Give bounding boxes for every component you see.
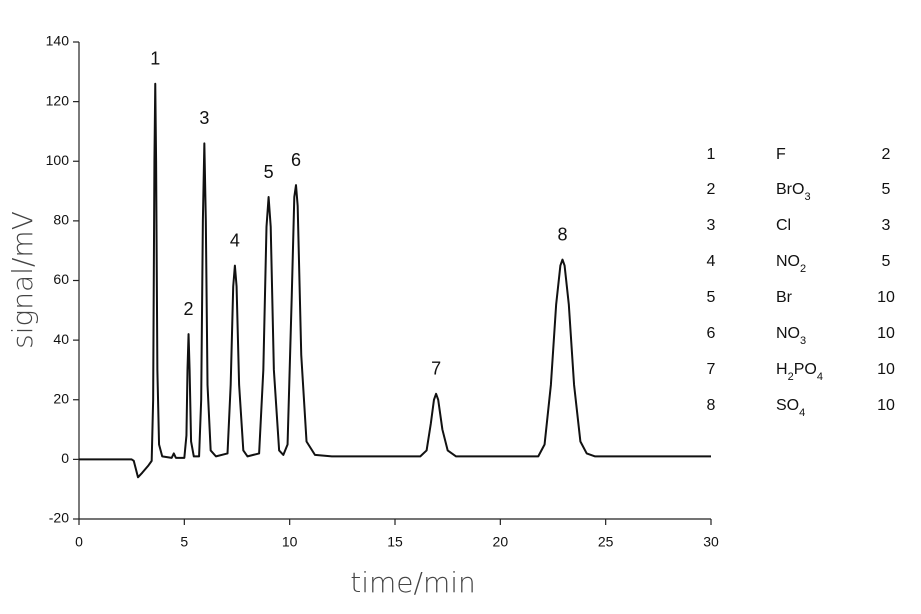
legend-number: 3	[707, 217, 716, 234]
trace	[79, 82, 711, 479]
x-tick-label: 30	[703, 534, 719, 550]
ion-subscript: 3	[804, 191, 810, 203]
y-tick-label: 0	[61, 450, 69, 466]
legend-concentration: 10	[877, 289, 895, 306]
x-axis-title: time/min	[350, 566, 476, 599]
legend-ion: Br	[776, 289, 793, 306]
x-tick-label: 15	[387, 534, 403, 550]
legend-ion: BrO3	[776, 181, 811, 203]
x-tick-label: 20	[493, 534, 509, 550]
ion-subscript: 3	[800, 335, 806, 347]
legend-concentration: 5	[882, 253, 891, 270]
y-tick-label: 100	[46, 152, 70, 168]
legend-concentration: 10	[877, 361, 895, 378]
x-tick-label: 5	[180, 534, 188, 550]
legend-ion: Cl	[776, 217, 791, 234]
legend-concentration: 3	[882, 217, 891, 234]
ion-symbol: Br	[776, 289, 793, 306]
legend-concentration: 10	[877, 325, 895, 342]
legend-number: 4	[707, 253, 716, 270]
y-tick-label: 80	[53, 212, 69, 228]
peak-label: 6	[291, 150, 301, 170]
ion-symbol: H	[776, 361, 788, 378]
y-tick-label: 40	[53, 331, 69, 347]
legend-concentration: 2	[882, 146, 891, 163]
legend-number: 6	[707, 325, 716, 342]
legend-number: 1	[707, 146, 716, 163]
y-tick-label: 60	[53, 271, 69, 287]
peak-label: 7	[431, 359, 441, 379]
ion-subscript: 2	[788, 371, 794, 383]
y-tick-label: -20	[49, 510, 69, 526]
ion-symbol: BrO	[776, 181, 804, 198]
x-tick-label: 10	[282, 534, 298, 550]
ion-symbol: PO	[794, 361, 817, 378]
legend-number: 8	[707, 397, 716, 414]
ion-symbol: NO	[776, 253, 800, 270]
ion-subscript: 2	[800, 263, 806, 275]
peak-label: 5	[264, 162, 274, 182]
legend-number: 2	[707, 181, 716, 198]
ion-subscript: 4	[817, 371, 823, 383]
legend-ion: NO3	[776, 325, 806, 347]
y-tick-label: 20	[53, 390, 69, 406]
legend-number: 5	[707, 289, 716, 306]
peak-label: 3	[199, 108, 209, 128]
x-tick-label: 25	[598, 534, 614, 550]
peak-label: 4	[230, 230, 240, 250]
ion-symbol: F	[776, 146, 786, 163]
peak-label: 2	[184, 299, 194, 319]
y-axis-title: signal/mV	[6, 211, 39, 349]
ion-symbol: SO	[776, 397, 799, 414]
ion-symbol: NO	[776, 325, 800, 342]
peak-label: 1	[150, 48, 160, 68]
legend-ion: SO4	[776, 397, 805, 419]
legend-number: 7	[707, 361, 716, 378]
y-tick-label: 120	[46, 92, 70, 108]
ion-subscript: 4	[799, 407, 805, 419]
legend-ion: F	[776, 146, 786, 163]
legend-ion: NO2	[776, 253, 806, 275]
peak-label: 8	[557, 224, 567, 244]
legend-concentration: 5	[882, 181, 891, 198]
y-tick-label: 140	[46, 33, 70, 49]
x-tick-label: 0	[75, 534, 83, 550]
legend-ion: H2PO4	[776, 361, 823, 383]
ion-symbol: Cl	[776, 217, 791, 234]
legend-concentration: 10	[877, 397, 895, 414]
